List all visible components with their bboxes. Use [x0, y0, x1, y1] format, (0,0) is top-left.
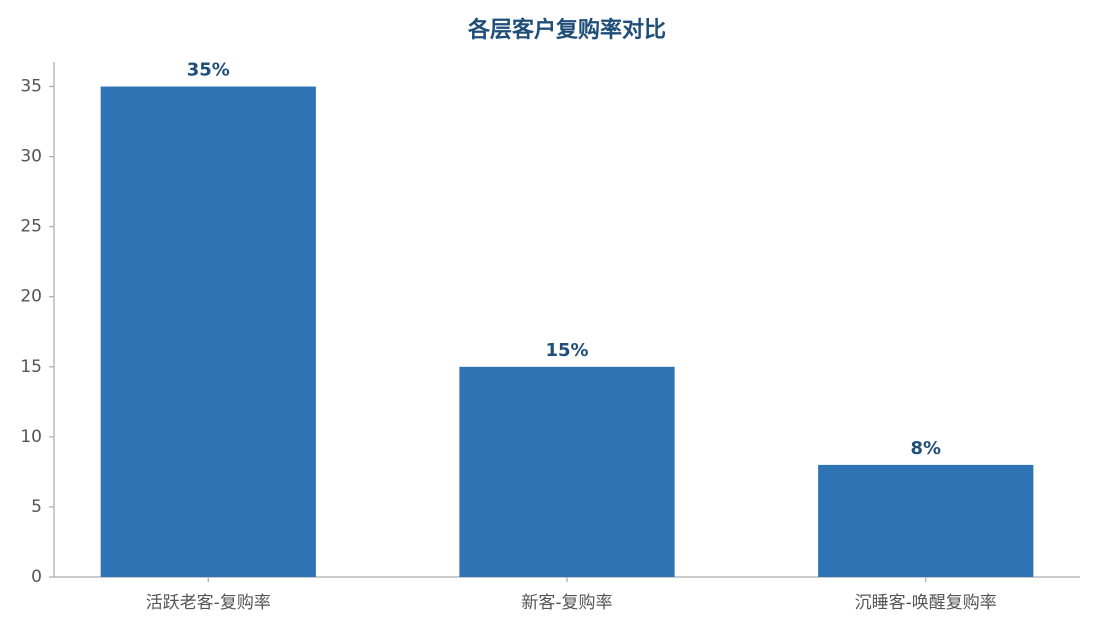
y-tick-label: 20 [20, 287, 42, 307]
bar [818, 464, 1034, 577]
y-tick-label: 15 [20, 357, 42, 377]
y-tick-label: 0 [31, 567, 42, 587]
value-label: 15% [545, 340, 588, 361]
y-tick-label: 35 [20, 77, 42, 97]
chart-title: 各层客户复购率对比 [467, 17, 666, 43]
y-tick-label: 10 [20, 427, 42, 447]
x-tick-label: 新客-复购率 [521, 593, 612, 613]
bar [100, 86, 316, 578]
bar [459, 366, 675, 577]
value-label: 35% [187, 60, 230, 81]
y-tick-label: 25 [20, 217, 42, 237]
y-tick-label: 30 [20, 147, 42, 167]
x-tick-label: 沉睡客-唤醒复购率 [855, 593, 997, 613]
x-tick-label: 活跃老客-复购率 [146, 593, 271, 613]
value-label: 8% [910, 438, 941, 459]
y-tick-label: 5 [31, 497, 42, 517]
